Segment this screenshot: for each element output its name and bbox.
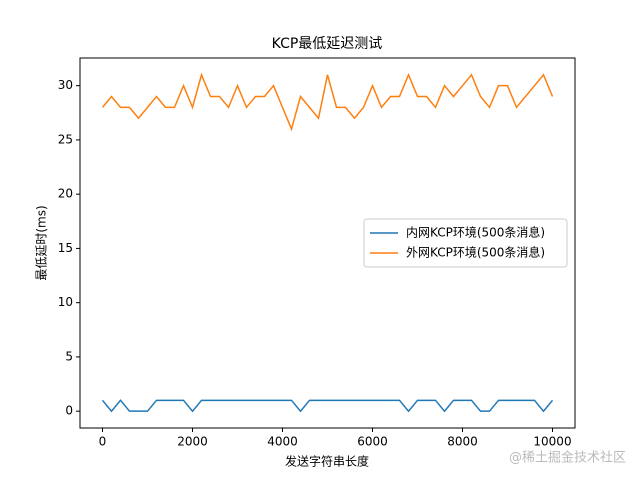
series-line (101, 399, 554, 413)
series-line (101, 72, 554, 132)
legend-box (363, 218, 568, 268)
plot-frame (79, 57, 576, 429)
y-tick-label: 10 (58, 295, 73, 309)
x-tick-label: 10000 (533, 435, 571, 449)
y-tick-label: 5 (65, 349, 73, 363)
y-axis-label: 最低延时(ms) (35, 205, 49, 280)
watermark: @稀土掘金技术社区 (509, 450, 626, 466)
y-tick-label: 15 (58, 241, 73, 255)
legend-label: 内网KCP环境(500条消息) (406, 225, 545, 240)
chart-title: KCP最低延迟测试 (272, 36, 383, 52)
x-tick-label: 0 (99, 435, 107, 449)
legend-label: 外网KCP环境(500条消息) (406, 245, 545, 260)
y-tick-label: 30 (58, 78, 73, 92)
x-tick-label: 2000 (177, 435, 208, 449)
y-tick-label: 20 (58, 187, 73, 201)
legend: 内网KCP环境(500条消息) 外网KCP环境(500条消息) (363, 218, 568, 268)
x-tick-label: 6000 (357, 435, 388, 449)
x-tick-label: 8000 (447, 435, 478, 449)
x-axis-label: 发送字符串长度 (285, 454, 369, 469)
y-tick-label: 25 (58, 132, 73, 146)
y-tick-label: 0 (65, 404, 73, 418)
x-tick-label: 4000 (267, 435, 298, 449)
